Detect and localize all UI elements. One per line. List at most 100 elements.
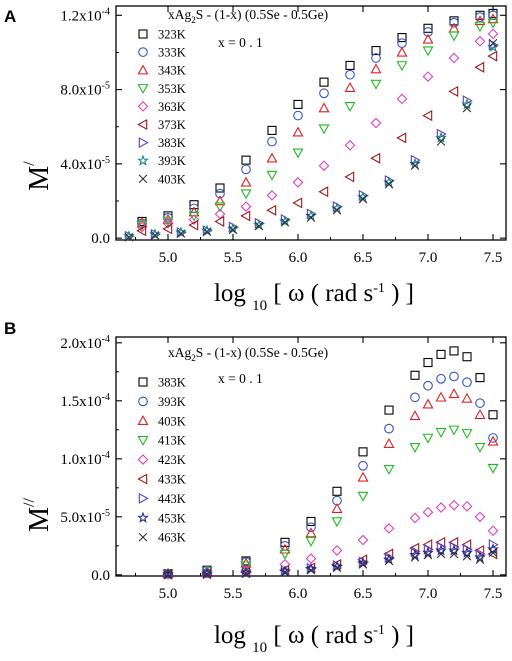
data-point	[462, 551, 472, 561]
data-point	[396, 132, 407, 144]
data-point	[383, 438, 395, 448]
data-point	[474, 511, 486, 523]
data-point	[488, 10, 498, 21]
data-point	[293, 99, 303, 109]
series-363K	[136, 28, 499, 233]
x-tick-label: 6.5	[354, 250, 373, 266]
data-point	[436, 541, 447, 553]
data-point	[344, 102, 356, 113]
data-point	[280, 218, 290, 227]
data-point	[422, 506, 434, 518]
data-point	[462, 352, 472, 362]
data-point	[422, 398, 434, 409]
data-point	[436, 549, 446, 559]
legend-label: 413K	[158, 434, 186, 448]
data-point	[448, 85, 459, 97]
legend-label: 373K	[158, 118, 186, 132]
data-point	[241, 164, 251, 175]
data-point	[162, 217, 174, 228]
data-point	[487, 525, 499, 537]
x-tick-label: 5.0	[159, 250, 178, 266]
legend-marker	[138, 377, 148, 387]
data-point	[474, 442, 486, 453]
data-point	[318, 124, 330, 135]
data-point	[228, 225, 238, 235]
data-point	[383, 523, 395, 534]
data-point	[423, 357, 433, 368]
data-point	[436, 349, 446, 359]
data-point	[397, 33, 407, 43]
data-point	[461, 429, 473, 440]
data-point	[214, 215, 225, 227]
data-point	[435, 427, 447, 438]
legend-marker	[137, 84, 149, 95]
plot-frame	[115, 5, 507, 241]
data-point	[279, 543, 291, 554]
legend-label: 423K	[158, 453, 186, 467]
data-point	[202, 227, 212, 236]
y-tick-label: 1.2x10-4	[60, 6, 110, 24]
data-point	[215, 183, 225, 193]
data-point	[371, 53, 381, 63]
x-tick-label: 5.0	[159, 586, 178, 602]
data-point	[409, 410, 421, 421]
data-point	[449, 17, 459, 28]
legend-label: 403K	[158, 172, 186, 186]
series-373K	[136, 50, 498, 237]
data-point	[358, 560, 368, 569]
x-tick-label: 7.0	[419, 586, 438, 602]
data-point	[318, 186, 329, 198]
data-point	[306, 213, 316, 223]
legend-label: 333K	[158, 46, 186, 60]
legend-marker	[138, 47, 148, 57]
data-point	[423, 550, 433, 560]
data-point	[357, 491, 369, 502]
legend-marker	[137, 64, 149, 75]
data-point	[266, 152, 278, 163]
data-point	[475, 555, 485, 565]
data-point	[253, 218, 265, 231]
data-point	[305, 536, 317, 547]
data-point	[487, 463, 499, 474]
data-point	[162, 568, 174, 580]
data-point	[241, 568, 251, 578]
legend-marker	[137, 435, 149, 446]
data-point	[305, 553, 317, 564]
data-point	[358, 460, 368, 471]
data-point	[331, 545, 343, 556]
data-point	[240, 189, 252, 200]
data-point	[279, 549, 291, 560]
data-point	[175, 226, 187, 238]
legend-label: 453K	[158, 511, 186, 525]
data-point	[474, 15, 486, 26]
data-point	[487, 50, 498, 62]
data-point	[149, 228, 161, 240]
data-point	[461, 98, 473, 110]
data-point	[462, 95, 473, 107]
data-point	[292, 148, 304, 159]
data-point	[410, 154, 421, 166]
series-453K	[162, 543, 499, 580]
data-point	[423, 380, 433, 391]
data-point	[409, 442, 421, 453]
data-point	[474, 22, 486, 33]
data-point	[410, 370, 420, 380]
data-point	[436, 373, 446, 384]
data-point	[345, 60, 355, 70]
legend-label: 353K	[158, 82, 186, 96]
data-point	[488, 410, 498, 420]
data-point	[357, 534, 369, 546]
data-point	[136, 220, 148, 231]
y-axis-title: M//	[21, 498, 55, 532]
data-point	[345, 69, 355, 80]
series-393K	[163, 371, 498, 579]
data-point	[240, 557, 252, 568]
x-tick-label: 7.5	[484, 586, 503, 602]
data-point	[488, 548, 498, 558]
chart-panel-b: B 5.0 5.5 6.0 6.5 7.0 7.5 0.0 5.0x10-5 1.0x10-4 1.…	[4, 319, 507, 656]
data-point	[449, 346, 459, 356]
data-point	[370, 79, 382, 90]
data-point	[448, 52, 460, 64]
y-tick-label: 2.0x10-4	[60, 334, 110, 352]
data-point	[384, 405, 394, 415]
